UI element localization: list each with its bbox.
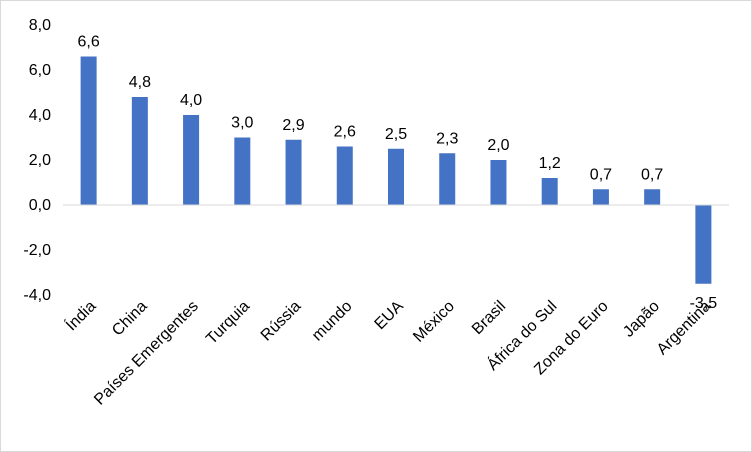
data-label: 3,0: [231, 115, 253, 132]
data-label: 2,0: [487, 137, 509, 154]
data-label: 6,6: [77, 34, 99, 51]
category-label: China: [109, 298, 151, 340]
y-tick-label: 0,0: [29, 197, 51, 214]
category-label: mundo: [309, 298, 356, 345]
y-tick-label: 4,0: [29, 107, 51, 124]
category-label: Brasil: [469, 298, 509, 338]
category-label: Países Emergentes: [91, 298, 202, 409]
data-label: -3,5: [690, 295, 718, 312]
data-label: 2,6: [334, 124, 356, 141]
y-tick-label: 2,0: [29, 152, 51, 169]
bar: [541, 178, 558, 205]
data-label: 4,0: [180, 92, 202, 109]
category-label: México: [410, 298, 458, 346]
category-label: Japão: [620, 298, 663, 341]
y-tick-label: 8,0: [29, 17, 51, 34]
bar: [336, 146, 353, 205]
category-label: Argentina: [654, 298, 715, 359]
bar: [131, 97, 148, 205]
category-label: Rússia: [258, 298, 305, 345]
category-label: Turquia: [203, 298, 253, 348]
y-tick-label: -4,0: [23, 287, 51, 304]
category-label: EUA: [372, 298, 408, 334]
data-label: 0,7: [590, 166, 612, 183]
bar: [234, 137, 251, 205]
data-label: 4,8: [129, 74, 151, 91]
category-label: Índia: [61, 296, 99, 334]
y-axis-ticks: 8,0 6,0 4,0 2,0 0,0 -2,0 -4,0: [23, 17, 51, 304]
data-label: 2,3: [436, 130, 458, 147]
data-labels: 6,6 4,8 4,0 3,0 2,9 2,6 2,5 2,3 2,0 1,2 0,7 0,7 -3,5: [77, 34, 717, 312]
y-tick-label: 6,0: [29, 62, 51, 79]
data-label: 1,2: [539, 155, 561, 172]
data-label: 2,9: [282, 117, 304, 134]
bar: [285, 139, 302, 205]
y-tick-label: -2,0: [23, 242, 51, 259]
bar: [695, 205, 712, 284]
bar: [439, 153, 456, 205]
bar: [644, 189, 661, 205]
bar: [80, 56, 97, 205]
data-label: 2,5: [385, 126, 407, 143]
bar: [388, 148, 404, 205]
bars: [80, 56, 712, 284]
data-label: 0,7: [641, 166, 663, 183]
bar: [592, 189, 609, 205]
bar: [183, 115, 200, 205]
bar: [490, 160, 507, 205]
